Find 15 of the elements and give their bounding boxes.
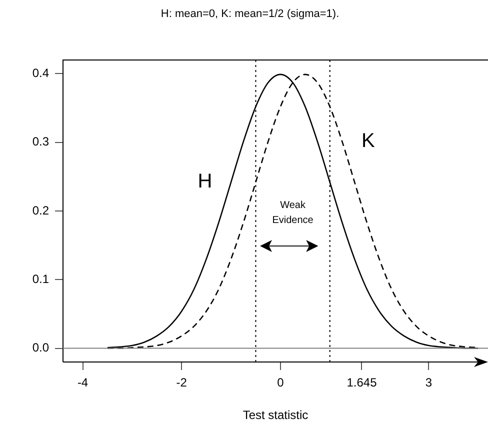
chart-title: H: mean=0, K: mean=1/2 (sigma=1). [160,8,340,20]
x-tick-label: 0 [277,376,284,390]
x-tick-label: 1.645 [346,376,378,390]
y-tick-label: 0.0 [32,340,50,355]
annotation: Weak Evidence [272,200,314,226]
x-tick-label: 3 [425,376,432,390]
series-label: H [198,170,212,193]
x-axis-title: Test statistic [242,408,308,422]
y-tick-label: 0.2 [32,203,50,218]
x-tick-label: -4 [77,376,88,390]
y-tick-label: 0.1 [32,272,50,286]
x-tick-label: -2 [176,376,188,390]
y-tick-label: 0.4 [32,66,50,80]
y-tick-label: 0.3 [32,134,50,149]
series-label: K [362,130,376,152]
